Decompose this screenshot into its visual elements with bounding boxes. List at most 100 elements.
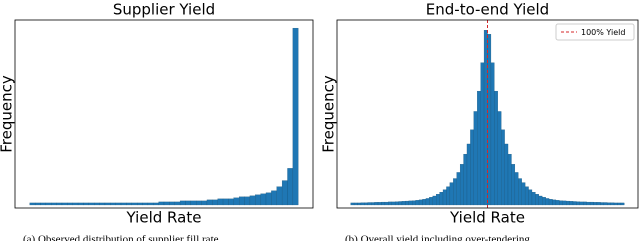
caption: (a) Observed distribution of supplier fi… [23, 234, 219, 241]
bar [29, 202, 36, 206]
bar [607, 202, 611, 206]
bar [110, 202, 116, 206]
bar [487, 34, 492, 206]
bar [576, 201, 581, 206]
bar [255, 194, 261, 206]
bar [436, 194, 440, 206]
bar [572, 201, 577, 206]
bar [271, 190, 277, 206]
bar [405, 200, 409, 206]
bar [83, 202, 89, 206]
bar [490, 62, 495, 206]
bar [34, 202, 41, 206]
bar [228, 198, 234, 206]
bar [158, 201, 165, 206]
bar [217, 198, 224, 206]
bar [559, 200, 563, 206]
bar [439, 191, 444, 206]
bar [603, 202, 608, 206]
bar [384, 201, 389, 206]
bar [72, 202, 79, 206]
bar [589, 201, 594, 206]
bar [142, 202, 149, 206]
bar [239, 196, 245, 206]
caption: (b) Overall yield including over-tenderi… [345, 234, 530, 241]
bar [466, 143, 471, 206]
legend-label: 100% Yield [581, 28, 625, 37]
bar [88, 202, 95, 206]
bar [432, 195, 437, 206]
bar [40, 202, 47, 206]
bar [459, 164, 464, 206]
bar [497, 111, 502, 206]
bar [617, 202, 622, 206]
bar [61, 202, 68, 206]
bar [174, 201, 181, 206]
bar [425, 198, 430, 206]
bar [381, 201, 386, 206]
bar [292, 27, 299, 206]
bar [190, 200, 197, 206]
bar [391, 201, 396, 206]
bar [104, 202, 111, 206]
bar [287, 168, 294, 206]
bar [222, 198, 229, 206]
chart-title: End-to-end Yield [426, 1, 549, 19]
bar [415, 200, 420, 206]
axes-frame [336, 19, 639, 209]
bar [281, 180, 288, 206]
bar [620, 202, 625, 206]
bar [596, 202, 601, 206]
bar [353, 202, 358, 206]
bar [163, 201, 170, 206]
bar [477, 90, 481, 206]
bar [153, 202, 159, 206]
bar [51, 202, 57, 206]
bar [524, 186, 529, 206]
bar [511, 164, 516, 206]
bar [521, 182, 526, 206]
bar [562, 200, 567, 206]
bar [456, 172, 461, 206]
bar [418, 199, 423, 206]
bar [538, 195, 543, 206]
bar [394, 201, 399, 206]
bar [504, 143, 509, 206]
bar [206, 199, 213, 206]
bar [357, 202, 362, 206]
bar [377, 202, 382, 206]
y-axis-label: Frequency [320, 75, 338, 153]
bar [179, 200, 186, 206]
bar [442, 189, 447, 206]
chart-title: Supplier Yield [113, 1, 215, 19]
bar [364, 202, 368, 206]
bar [548, 199, 553, 206]
bar [201, 200, 208, 206]
bar [579, 201, 584, 206]
bar [593, 202, 598, 206]
bar [449, 182, 454, 206]
bar [545, 198, 550, 206]
bar [429, 197, 433, 206]
bar [610, 202, 615, 206]
bar [147, 202, 154, 206]
bar [260, 193, 267, 206]
bar [185, 200, 191, 206]
bar [196, 200, 202, 206]
bar [542, 197, 546, 206]
axes-frame [14, 19, 314, 209]
bar [265, 192, 272, 206]
x-axis-label: Yield Rate [126, 209, 202, 227]
bar [137, 202, 143, 206]
bar [412, 200, 416, 206]
bar [531, 191, 536, 206]
bar [99, 202, 106, 206]
bar [94, 202, 100, 206]
bar [350, 202, 355, 206]
bar [398, 201, 403, 206]
bar [501, 129, 505, 206]
bar [528, 189, 533, 206]
bar [507, 153, 512, 206]
